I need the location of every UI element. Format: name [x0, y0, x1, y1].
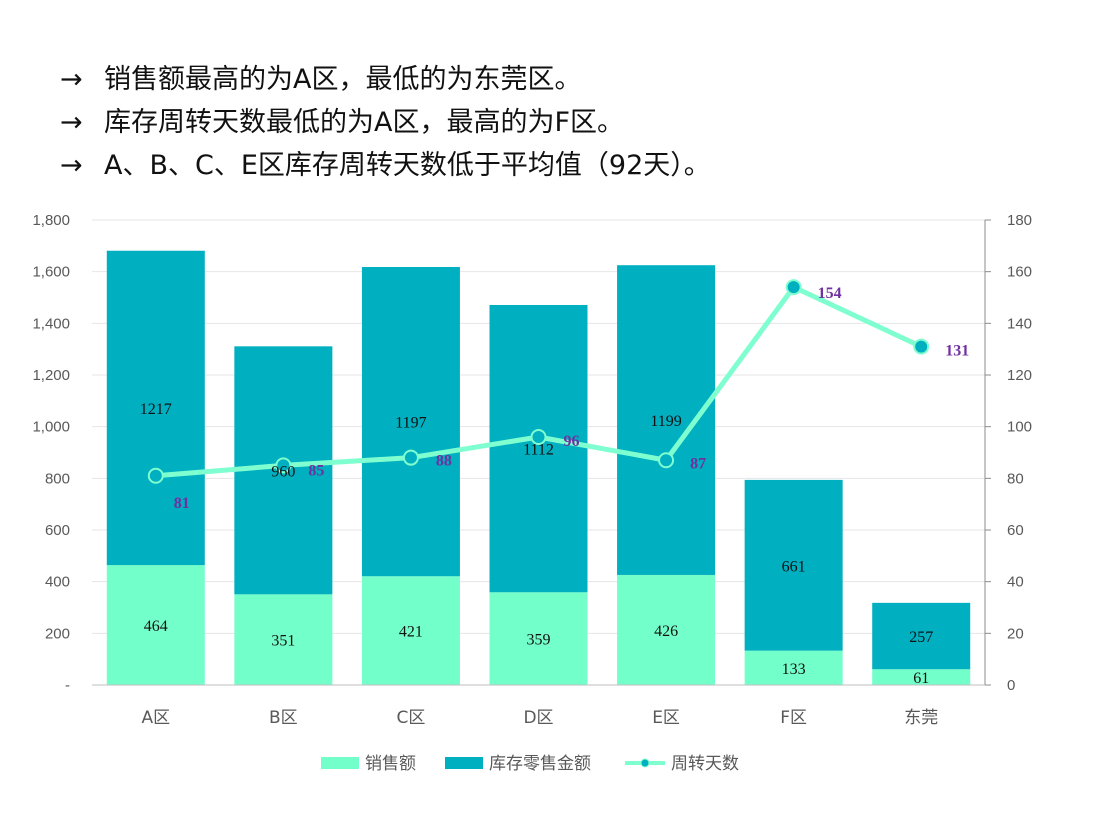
label-inventory: 1217 — [140, 401, 172, 418]
label-sales: 426 — [654, 623, 678, 640]
bar-inventory — [361, 267, 460, 577]
y-right-tick-label: 140 — [1007, 315, 1032, 332]
label-sales: 464 — [144, 618, 168, 635]
y-left-tick-label: 1,400 — [32, 315, 70, 332]
label-sales: 359 — [527, 632, 551, 649]
y-left-tick-label: 1,000 — [32, 419, 70, 436]
line-point — [658, 452, 675, 469]
label-inventory: 1199 — [650, 413, 681, 430]
x-tick-label: C区 — [396, 708, 425, 728]
y-left-tick-label: 1,200 — [32, 367, 70, 384]
data-labels: 464 1217 351 960 421 1197 359 1112 426 1199 133 661… — [140, 285, 969, 687]
x-tick-label: 东莞 — [904, 708, 938, 728]
line-point — [913, 338, 930, 355]
y-right-tick-label: 20 — [1007, 625, 1024, 642]
arrow-icon: → — [60, 64, 83, 95]
bullet-2: → 库存周转天数最低的为A区，最高的为F区。 — [60, 101, 711, 144]
label-inventory: 661 — [782, 558, 806, 575]
legend-marker-turnover — [640, 758, 650, 768]
axes: - 200 400 600 800 1,000 1,200 1,400 1,600 1,800 0 2… — [32, 212, 1032, 728]
line-point — [785, 279, 802, 296]
y-right-tick-label: 120 — [1007, 367, 1032, 384]
label-sales: 421 — [399, 624, 423, 641]
x-tick-label: F区 — [780, 708, 807, 728]
x-tick-label: E区 — [652, 708, 680, 728]
x-tick-label: D区 — [523, 708, 553, 728]
legend-swatch-inventory — [445, 757, 483, 769]
y-left-tick-label: 1,800 — [32, 212, 70, 229]
bar-sales — [361, 576, 460, 685]
label-sales: 351 — [271, 633, 295, 650]
bullet-3: → A、B、C、E区库存周转天数低于平均值（92天）。 — [60, 144, 711, 187]
turnover-line — [147, 279, 930, 484]
y-left-tick-label: 200 — [45, 625, 70, 642]
y-left-tick-label: 400 — [45, 574, 70, 591]
y-right-tick-label: 180 — [1007, 212, 1032, 229]
bar-sales — [489, 592, 588, 685]
y-left-tick-label: 800 — [45, 470, 70, 487]
bar-inventory — [106, 250, 205, 566]
line-point — [147, 467, 164, 484]
bar-sales — [617, 574, 716, 685]
label-turnover: 81 — [174, 495, 190, 512]
x-tick-label: A区 — [141, 708, 170, 728]
bar-sales — [234, 594, 333, 685]
x-tick-label: B区 — [269, 708, 298, 728]
legend-label-inventory: 库存零售金额 — [489, 754, 591, 774]
legend-label-sales: 销售额 — [365, 754, 416, 774]
bar-sales — [872, 669, 971, 685]
y-right-tick-label: 40 — [1007, 574, 1024, 591]
y-left-tick-label: - — [65, 677, 70, 694]
label-sales: 133 — [782, 661, 806, 678]
label-turnover: 154 — [818, 285, 842, 302]
bar-inventory — [872, 602, 971, 670]
y-right-tick-label: 100 — [1007, 419, 1032, 436]
legend: 销售额 库存零售金额 周转天数 — [321, 754, 739, 774]
label-inventory: 1112 — [523, 442, 554, 459]
line-point — [275, 457, 292, 474]
line-point — [530, 429, 547, 445]
label-turnover: 87 — [690, 455, 706, 472]
legend-swatch-sales — [321, 757, 359, 769]
label-inventory: 960 — [271, 463, 295, 480]
y-left-tick-label: 600 — [45, 522, 70, 539]
bar-sales — [744, 650, 843, 685]
arrow-icon: → — [60, 107, 83, 138]
y-right-tick-label: 80 — [1007, 470, 1024, 487]
bar-inventory — [744, 479, 843, 651]
label-inventory: 257 — [909, 629, 933, 646]
arrow-icon: → — [60, 150, 83, 181]
label-turnover: 131 — [945, 343, 969, 360]
label-turnover: 96 — [564, 433, 580, 450]
y-left-tick-label: 1,600 — [32, 264, 70, 281]
y-right-tick-label: 160 — [1007, 264, 1032, 281]
bullet-1: → 销售额最高的为A区，最低的为东莞区。 — [60, 58, 711, 101]
y-right-tick-label: 0 — [1007, 677, 1015, 694]
label-inventory: 1197 — [395, 415, 426, 432]
label-turnover: 85 — [308, 462, 324, 479]
label-turnover: 88 — [436, 453, 452, 470]
bullet-text-2: 库存周转天数最低的为A区，最高的为F区。 — [104, 107, 624, 138]
bullet-text-1: 销售额最高的为A区，最低的为东莞区。 — [104, 64, 582, 95]
legend-label-turnover: 周转天数 — [671, 754, 739, 774]
y-right-tick-label: 60 — [1007, 522, 1024, 539]
label-sales: 61 — [913, 670, 929, 687]
bars — [106, 250, 971, 685]
summary-bullets: → 销售额最高的为A区，最低的为东莞区。 → 库存周转天数最低的为A区，最高的为F区… — [60, 58, 711, 187]
line-point — [402, 449, 419, 466]
bar-inventory — [489, 304, 588, 593]
bullet-text-3: A、B、C、E区库存周转天数低于平均值（92天）。 — [104, 150, 711, 181]
bar-sales — [106, 565, 205, 685]
